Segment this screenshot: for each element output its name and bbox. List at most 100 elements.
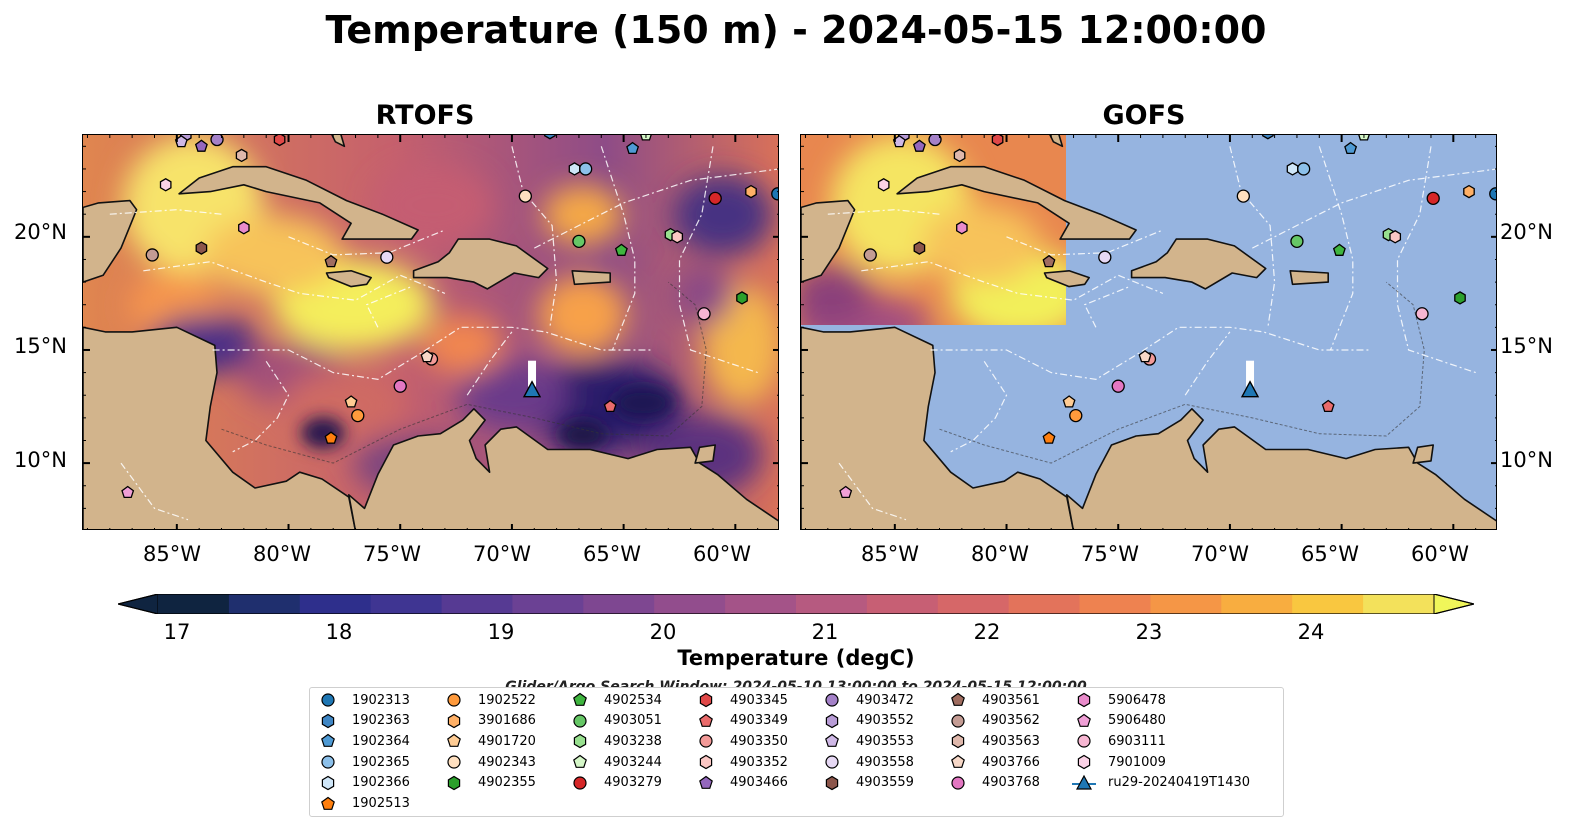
float-marker-1902366: [568, 162, 581, 176]
colorbar-segment: [654, 594, 726, 614]
float-marker-4903352: [1389, 230, 1402, 244]
float-marker-4903472: [928, 135, 942, 147]
hexagon-marker-icon: [447, 713, 461, 728]
glider-marker: [522, 380, 542, 398]
legend-item: 4903553: [820, 731, 914, 751]
eez-boundary: [534, 168, 778, 249]
float-marker-4901720: [1062, 395, 1076, 408]
legend-label: 6903111: [1108, 733, 1166, 749]
float-marker-7901009: [877, 178, 890, 192]
circle-marker-icon: [573, 714, 587, 728]
lon-label-70w-gofs: 70°W: [1191, 542, 1249, 566]
land-polygon: [1412, 444, 1435, 464]
lon-label-70w-rtofs: 70°W: [473, 542, 531, 566]
legend-label: 5906478: [1108, 692, 1166, 708]
float-marker-1902313: [1489, 187, 1496, 201]
colorbar-segment: [158, 594, 230, 614]
eez-boundary: [600, 146, 636, 351]
land-polygon: [896, 165, 1137, 240]
hexagon-marker-icon: [321, 713, 335, 728]
legend-label: 1902513: [352, 796, 410, 811]
legend-item: 4901720: [442, 731, 536, 751]
legend-item: 4903563: [946, 731, 1040, 751]
legend-item: 4903349: [694, 711, 788, 731]
float-marker-4903558: [380, 250, 394, 264]
colorbar-tick-23: 23: [1135, 620, 1163, 644]
legend-label: 4903279: [604, 775, 662, 791]
eez-boundary: [1396, 146, 1476, 374]
legend-label: 4903768: [982, 775, 1040, 791]
float-marker-3901686: [1463, 184, 1475, 199]
float-marker-1902363: [1262, 135, 1274, 140]
float-marker-4902343: [1236, 189, 1250, 203]
hexagon-marker-icon: [699, 692, 713, 708]
lat-label-10n-left: 10°N: [14, 448, 67, 472]
map-gofs[interactable]: [800, 134, 1497, 530]
land-polygon: [325, 270, 373, 288]
lat-label-20n-right: 20°N: [1500, 220, 1553, 244]
isobath-1000m: [939, 281, 1425, 464]
legend-item: 6903111: [1072, 731, 1166, 751]
glider-legend-icon: [1072, 774, 1096, 790]
lon-label-65w-rtofs: 65°W: [583, 542, 641, 566]
legend-item: 4903559: [820, 773, 914, 793]
float-marker-4903562: [145, 248, 159, 262]
eez-boundary: [466, 331, 513, 396]
legend-label: 1902313: [352, 692, 410, 708]
float-marker-4902534: [614, 243, 628, 256]
legend-label: 4903350: [730, 733, 788, 749]
eez-boundary: [212, 326, 651, 381]
lat-label-15n-left: 15°N: [14, 334, 67, 358]
legend-label: 4903559: [856, 775, 914, 791]
float-marker-4901720: [344, 395, 358, 408]
legend-label: ru29-20240419T1430: [1108, 775, 1251, 791]
circle-marker-icon: [573, 776, 587, 790]
float-marker-4902355: [1454, 291, 1466, 305]
map-gofs-canvas: [801, 135, 1496, 529]
colorbar-tick-20: 20: [649, 620, 677, 644]
colorbar-segment: [796, 594, 868, 614]
colorbar-tick-18: 18: [325, 620, 353, 644]
land-polygon: [178, 165, 419, 240]
colorbar-segment: [1221, 594, 1293, 614]
land-polygon: [571, 270, 612, 286]
float-marker-4903558: [1098, 250, 1112, 264]
legend-label: 4903238: [604, 733, 662, 749]
eez-boundary: [1252, 168, 1496, 249]
gofs-land: [801, 135, 1496, 529]
legend-item: 5906478: [1072, 690, 1166, 710]
hexagon-marker-icon: [447, 775, 461, 790]
legend-label: 4903466: [730, 775, 788, 791]
eez-boundary: [120, 462, 189, 521]
colorbar-segment: [583, 594, 655, 614]
legend-item: 4903352: [694, 752, 788, 772]
gofs-markers: [801, 135, 1496, 529]
float-marker-4902343: [518, 189, 532, 203]
float-marker-4903051: [1290, 234, 1304, 249]
float-marker-4903349: [1321, 399, 1335, 413]
colorbar-segment: [512, 594, 584, 614]
pentagon-marker-icon: [699, 713, 713, 727]
legend-item: 4903345: [694, 690, 788, 710]
land-polygon: [1065, 407, 1496, 529]
lon-label-75w-gofs: 75°W: [1081, 542, 1139, 566]
lon-label-75w-rtofs: 75°W: [363, 542, 421, 566]
legend-item: 4903279: [568, 773, 662, 793]
land-polygon: [1130, 238, 1267, 290]
float-marker-4903466: [194, 139, 208, 152]
legend-item: 4902534: [568, 690, 662, 710]
colorbar-segment: [1150, 594, 1222, 614]
hexagon-marker-icon: [321, 775, 335, 790]
legend: 1902313 1902363 1902364 1902365 1902366 19025…: [309, 687, 1284, 817]
float-marker-4903562: [863, 248, 877, 262]
legend-item: 1902513: [316, 794, 410, 814]
float-marker-5906478: [238, 221, 250, 235]
legend-item: 1902366: [316, 773, 410, 793]
isobath-1000m: [221, 281, 707, 464]
circle-marker-icon: [951, 776, 965, 790]
float-marker-4903768: [393, 379, 407, 393]
legend-label: 1902364: [352, 733, 410, 749]
hexagon-marker-icon: [1077, 692, 1091, 708]
float-marker-1902364: [1344, 141, 1358, 155]
map-rtofs[interactable]: [82, 134, 779, 530]
